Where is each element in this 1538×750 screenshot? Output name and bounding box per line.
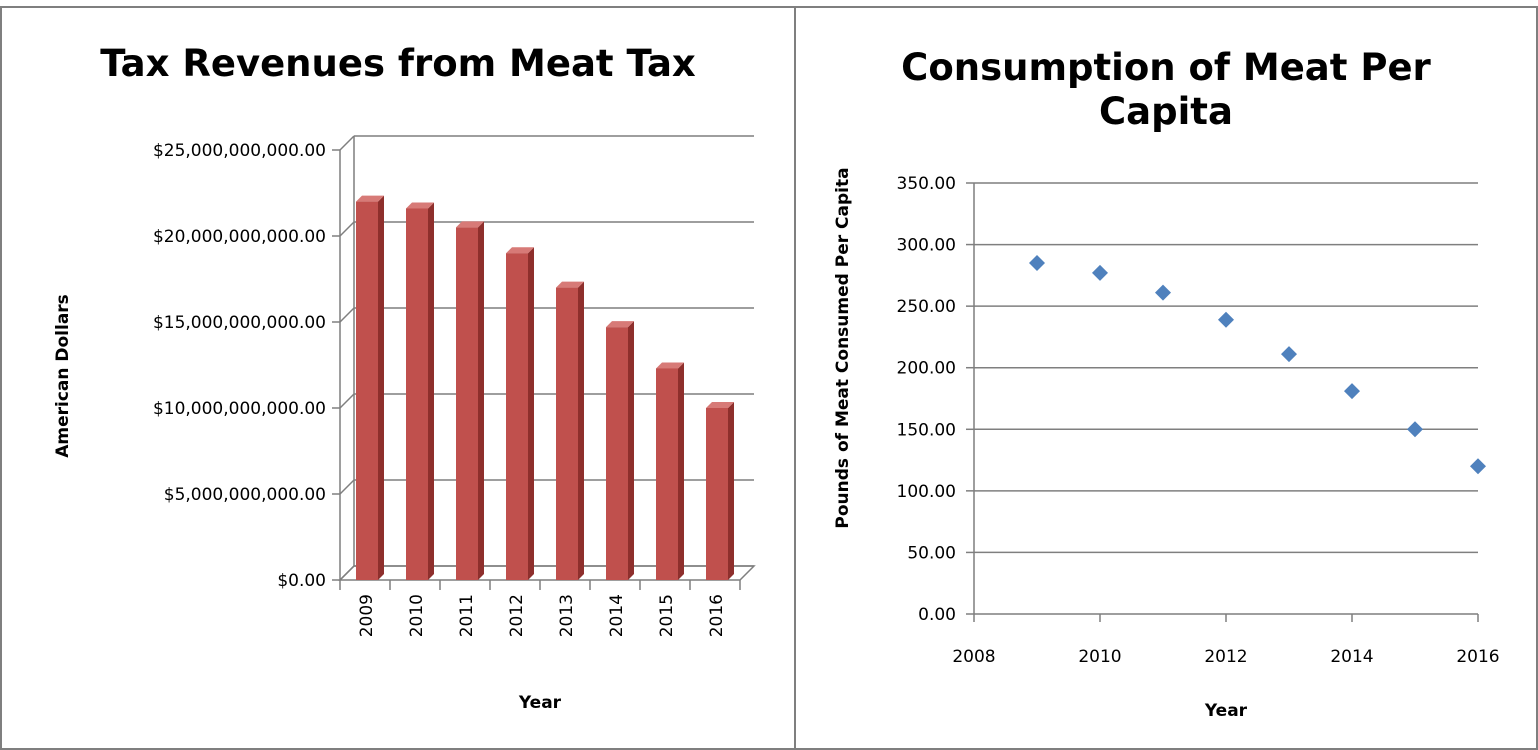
y-tick-label: $5,000,000,000.00 [164, 485, 326, 505]
bar-top [606, 321, 634, 328]
data-point [1029, 255, 1045, 272]
bar-side [628, 321, 634, 580]
data-point [1407, 421, 1423, 438]
y-tick-label: 250.00 [897, 297, 956, 317]
tax-revenue-chart-panel: Tax Revenues from Meat Tax $0.00 $5,000,0… [0, 6, 796, 750]
y-tick-label: 0.00 [918, 605, 956, 625]
bar-top [506, 247, 534, 254]
bar-side [528, 247, 534, 580]
data-point [1218, 311, 1234, 328]
x-axis-title: Year [518, 693, 562, 713]
tax-revenue-bar-chart: $0.00 $5,000,000,000.00 $10,000,000,000.00… [53, 135, 756, 713]
x-tick-label: 2010 [1078, 647, 1121, 667]
x-tick-label: 2008 [952, 647, 995, 667]
chart-title: Consumption of Meat Per Capita [901, 46, 1431, 133]
gridline-side [339, 135, 355, 151]
x-tick-label: 2012 [1204, 647, 1247, 667]
data-point [1470, 458, 1486, 475]
data-point [1155, 284, 1171, 301]
bar-side [428, 202, 434, 581]
gridline-side [339, 307, 355, 323]
x-tick-label: 2016 [1456, 647, 1499, 667]
bar-side [378, 195, 384, 580]
bar-side [478, 221, 484, 580]
y-tick-label: 150.00 [897, 420, 956, 440]
y-tick-label: $0.00 [277, 571, 326, 591]
bar [356, 201, 378, 580]
meat-consumption-scatter-chart: 0.00 50.00 100.00 150.00 200.00 250.00 300.00 3… [833, 167, 1500, 721]
bar [556, 287, 578, 580]
x-tick-label: 2015 [657, 594, 677, 637]
x-tick-label: 2010 [407, 594, 427, 637]
data-point [1281, 346, 1297, 363]
meat-consumption-chart-panel: Consumption of Meat Per Capita 0.00 50.00… [794, 6, 1538, 750]
bar-top [556, 281, 584, 288]
gridline-side [339, 393, 355, 409]
gridline-side [339, 221, 355, 237]
chart-title: Tax Revenues from Meat Tax [100, 42, 696, 85]
x-tick-label: 2014 [607, 594, 627, 637]
data-point [1092, 264, 1108, 281]
y-tick-label: 200.00 [897, 359, 956, 379]
y-tick-label: 300.00 [897, 236, 956, 256]
bar [506, 253, 528, 580]
data-point [1344, 383, 1360, 400]
x-tick-label: 2013 [557, 594, 577, 637]
y-tick-label: 350.00 [897, 174, 956, 194]
x-tick-label: 2016 [707, 594, 727, 637]
y-tick-label: 100.00 [897, 482, 956, 502]
bar [706, 408, 728, 580]
bar-side [678, 362, 684, 580]
bar [406, 208, 428, 581]
x-tick-label: 2012 [507, 594, 527, 637]
bar [656, 368, 678, 580]
bar-side [578, 281, 584, 580]
x-axis-title: Year [1204, 701, 1248, 721]
bar-top [356, 195, 384, 202]
y-tick-label: 50.00 [907, 543, 956, 563]
x-tick-label: 2014 [1330, 647, 1373, 667]
bar-top [706, 402, 734, 408]
x-tick-label: 2009 [357, 594, 377, 637]
y-axis-title: American Dollars [53, 294, 73, 458]
y-tick-label: $25,000,000,000.00 [153, 141, 326, 161]
bar-top [406, 202, 434, 209]
x-tick-label: 2011 [457, 594, 477, 637]
y-axis-title: Pounds of Meat Consumed Per Capita [833, 167, 853, 528]
chart-floor [338, 565, 756, 581]
y-tick-label: $15,000,000,000.00 [153, 313, 326, 333]
bar [456, 227, 478, 580]
bar-side [728, 402, 734, 580]
bar [606, 327, 628, 580]
y-tick-label: $20,000,000,000.00 [153, 227, 326, 247]
gridline-side [339, 479, 355, 495]
bar-top [656, 362, 684, 369]
y-tick-label: $10,000,000,000.00 [153, 399, 326, 419]
bar-top [456, 221, 484, 228]
